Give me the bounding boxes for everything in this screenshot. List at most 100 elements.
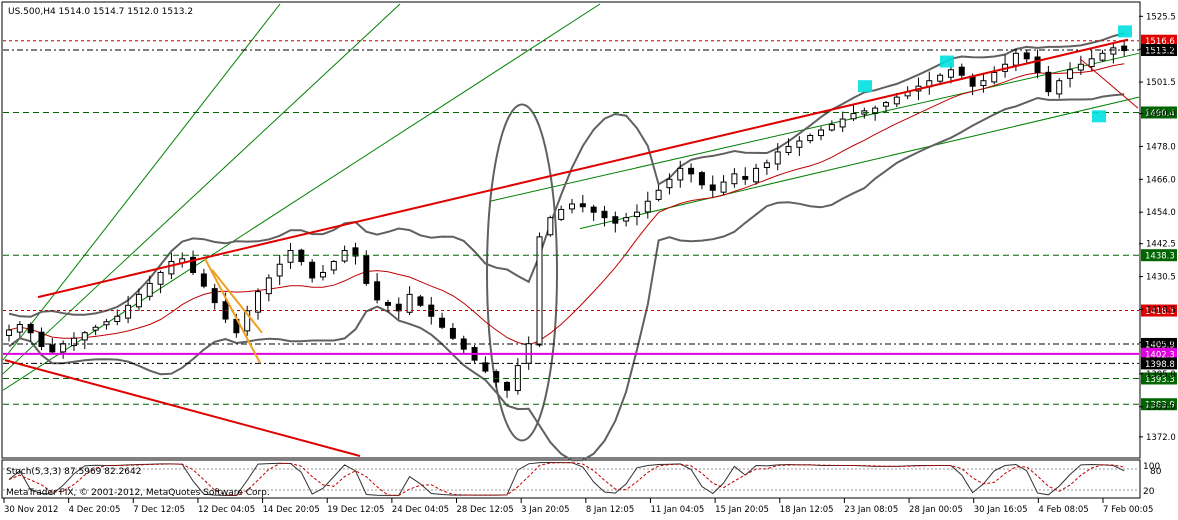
candle: [807, 133, 814, 144]
stoch-scale-mid: 80: [1150, 467, 1162, 477]
candle-body: [92, 326, 99, 331]
candle-body: [753, 167, 760, 183]
candle-body: [211, 288, 218, 304]
candle: [265, 274, 272, 302]
price-level-tag: [1141, 44, 1177, 57]
cyan-marker: [1118, 25, 1132, 38]
candle: [763, 159, 770, 175]
candle-body: [655, 189, 662, 200]
candle-body: [612, 216, 619, 224]
y-tick-label: 1454.0: [1146, 208, 1176, 218]
candle: [70, 332, 77, 351]
price-level-value: 1405.9: [1145, 340, 1175, 350]
candle-body: [774, 151, 781, 165]
y-tick-label: 1418.5: [1146, 305, 1176, 315]
channel-line-1: [2, 3, 401, 375]
candle: [27, 322, 34, 342]
cyan-marker: [940, 55, 954, 68]
x-tick-label: 4 Dec 20:05: [69, 505, 121, 515]
candle: [298, 248, 305, 266]
candle: [601, 205, 608, 227]
fib-line-1: [204, 258, 261, 364]
candle-body: [417, 296, 424, 306]
price-level-tag: [1141, 304, 1177, 317]
candle: [244, 305, 251, 336]
candle-body: [644, 200, 651, 213]
copyright-text: MetaTrader FIX, © 2001-2012, MetaQuotes …: [6, 488, 270, 498]
candle: [1110, 43, 1117, 64]
candle-body: [1099, 52, 1106, 61]
x-tick-label: 28 Dec 12:05: [457, 505, 514, 515]
candle: [135, 288, 142, 311]
x-tick-label: 18 Jan 12:05: [780, 505, 834, 515]
candle: [1023, 50, 1030, 64]
price-level-value: 1418.1: [1145, 307, 1175, 317]
candle-body: [666, 178, 673, 189]
candle-body: [623, 217, 630, 222]
candle-body: [439, 317, 446, 328]
candle-body: [493, 371, 500, 383]
candle-body: [81, 332, 88, 341]
candle: [190, 250, 197, 275]
candle-body: [255, 291, 262, 313]
x-tick-label: 24 Dec 04:05: [392, 505, 449, 515]
price-level-tag: [1141, 347, 1177, 360]
candle: [633, 204, 640, 226]
candle-body: [103, 321, 110, 326]
x-tick-label: 30 Jan 16:05: [974, 505, 1028, 515]
candle-body: [146, 282, 153, 297]
candle-body: [125, 304, 132, 319]
candle: [255, 288, 262, 320]
candle-body: [947, 69, 954, 78]
candle-body: [287, 250, 294, 263]
candle-body: [590, 206, 597, 213]
candle: [341, 245, 348, 264]
candle-body: [1045, 71, 1052, 93]
x-tick-label: 8 Jan 12:05: [586, 505, 634, 515]
price-level-tag: [1141, 337, 1177, 350]
candle: [536, 232, 543, 347]
x-tick-label: 3 Jan 20:05: [521, 505, 569, 515]
candle: [839, 111, 846, 133]
candle-body: [1077, 63, 1084, 71]
x-tick-label: 7 Dec 12:05: [133, 505, 185, 515]
candle: [785, 138, 792, 156]
y-tick-label: 1395.0: [1146, 370, 1176, 380]
candle-body: [298, 249, 305, 263]
candle: [623, 212, 630, 227]
price-level-value: 1402.3: [1145, 350, 1175, 360]
candle: [688, 163, 695, 183]
candle: [720, 175, 727, 195]
price-level-value: 1398.8: [1145, 360, 1175, 370]
candle: [319, 265, 326, 281]
candle: [828, 120, 835, 132]
price-level-tag: [1141, 106, 1177, 119]
x-tick-label: 11 Jan 04:05: [650, 505, 704, 515]
price-level-value: 1383.9: [1145, 401, 1175, 411]
bollinger-lower: [8, 93, 1125, 462]
candle-body: [1012, 52, 1019, 66]
candle-body: [363, 255, 370, 284]
candle-body: [547, 217, 554, 236]
price-level-value: 1438.3: [1145, 252, 1175, 262]
price-level-value: 1516.6: [1145, 37, 1175, 47]
candle: [287, 243, 294, 269]
candle: [482, 356, 489, 374]
x-tick-label: 14 Dec 20:05: [263, 505, 320, 515]
candle-body: [536, 236, 543, 346]
x-tick-label: 12 Dec 04:05: [198, 505, 255, 515]
candle: [1067, 62, 1074, 88]
lower-trendline: [4, 359, 361, 457]
candle: [504, 381, 511, 398]
candle-body: [709, 184, 716, 191]
x-tick-label: 23 Jan 08:05: [844, 505, 898, 515]
candle-body: [38, 331, 45, 347]
stoch-scale-bottom: 20: [1143, 487, 1155, 497]
candle: [980, 72, 987, 93]
candle: [1088, 50, 1095, 71]
y-tick-label: 1406.5: [1146, 338, 1176, 348]
candle: [81, 330, 88, 350]
candle: [6, 324, 12, 342]
candle-body: [319, 271, 326, 278]
